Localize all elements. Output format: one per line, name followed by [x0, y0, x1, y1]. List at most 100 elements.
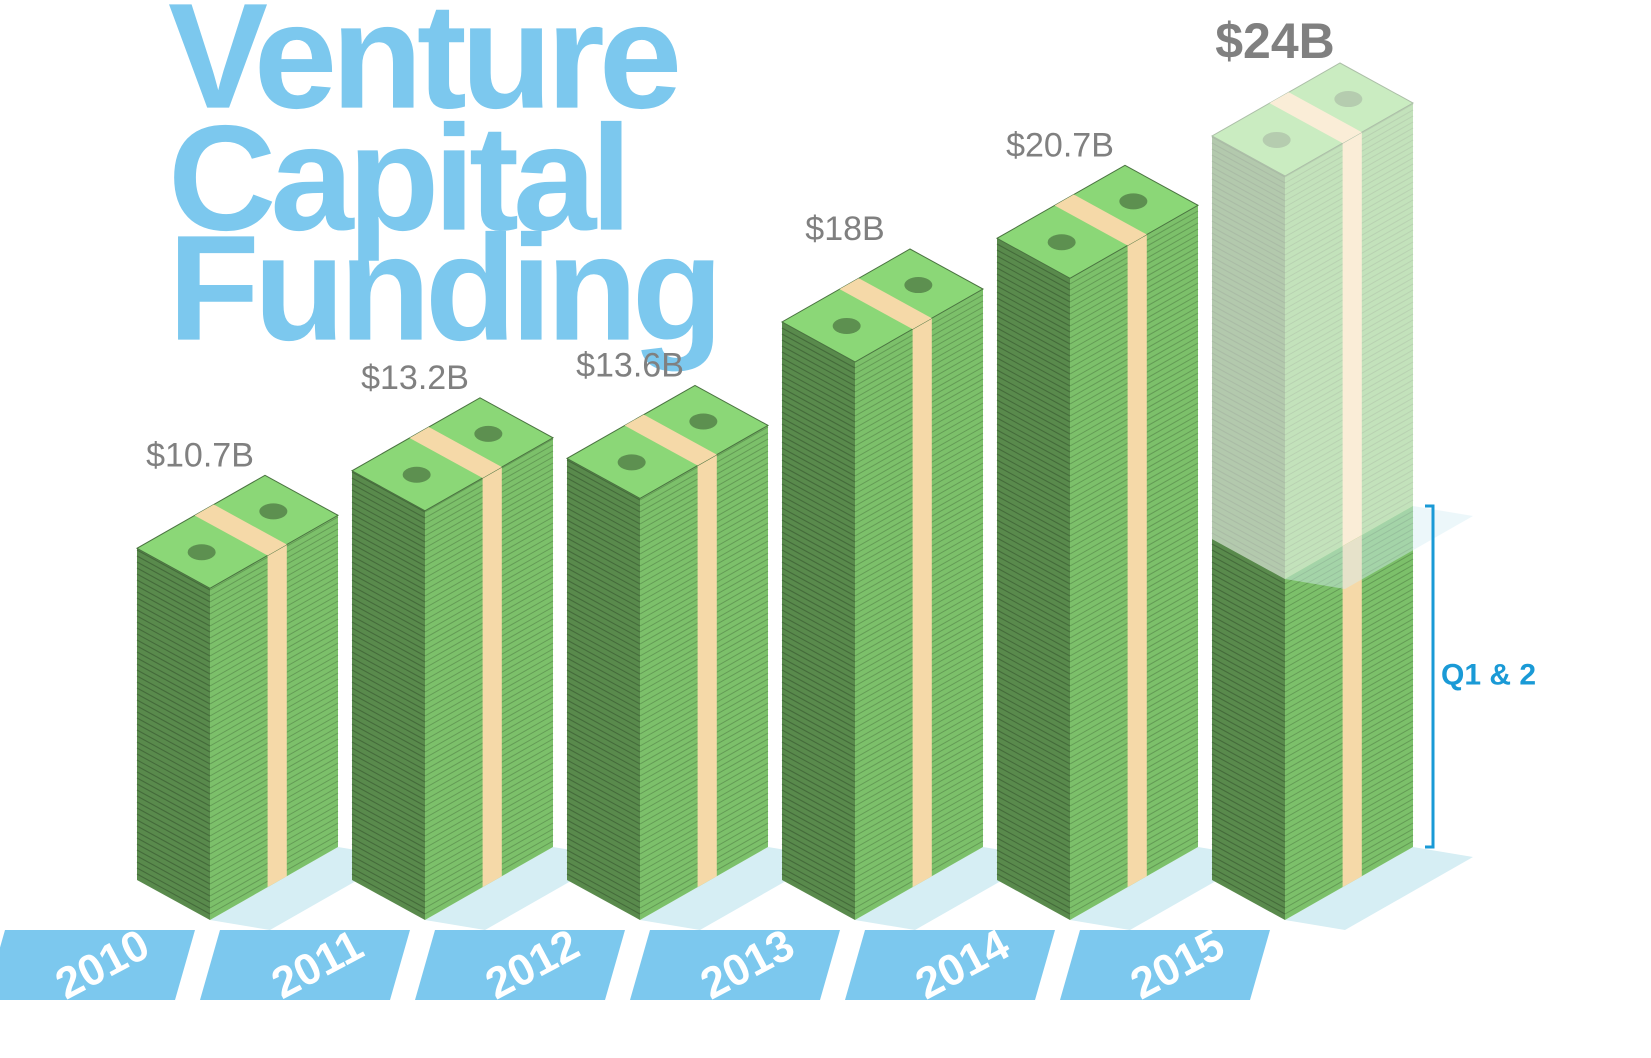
bill-edge [781, 525, 856, 567]
bill-edge [996, 663, 1071, 705]
band [1342, 132, 1362, 547]
bill-edge [1211, 759, 1286, 801]
bill-edge [996, 633, 1071, 675]
stack [350, 397, 613, 930]
bill-edge [351, 609, 426, 651]
bill-edge [136, 675, 211, 717]
bill-edge [781, 771, 856, 813]
bill-edge [1284, 247, 1414, 322]
bill-edge [1284, 265, 1414, 340]
bill-edge [996, 777, 1071, 819]
bill-seal [474, 425, 503, 442]
bill-edge [1211, 747, 1286, 789]
bill-edge [781, 555, 856, 597]
bill-edge [1284, 397, 1414, 472]
bill-edge [136, 639, 211, 681]
bill-edge [781, 849, 856, 891]
bill-edge [781, 717, 856, 759]
bill-edge [1211, 214, 1286, 256]
bill-edge [1284, 433, 1414, 508]
bill-edge [996, 441, 1071, 483]
bill-edge [781, 831, 856, 873]
year-tag-bg [630, 930, 840, 1000]
bill-edge [351, 645, 426, 687]
bill-edge [1211, 813, 1286, 855]
bill-seal [1334, 91, 1363, 108]
bill-edge [566, 711, 641, 753]
bill-edge [781, 423, 856, 465]
bill-edge [1284, 499, 1414, 574]
bill-edge [1211, 424, 1286, 466]
bill-edge [1284, 385, 1414, 460]
bill-edge [996, 597, 1071, 639]
bill-edge [1211, 370, 1286, 412]
bill-edge [1211, 639, 1286, 681]
bill-edge [781, 651, 856, 693]
bill-edge [996, 483, 1071, 525]
shadow [1285, 506, 1473, 589]
bill-seal [402, 466, 431, 483]
bill-seal [1119, 193, 1148, 210]
value-label: $18B [805, 210, 884, 248]
bill-seal [187, 544, 216, 561]
bill-edge [1284, 187, 1414, 262]
bill-edge [1284, 421, 1414, 496]
bill-edge [781, 333, 856, 375]
bill-edge [1211, 855, 1286, 897]
bill-edge [136, 843, 211, 885]
bill-edge [996, 513, 1071, 555]
bill-edge [996, 687, 1071, 729]
bill-edge [1211, 603, 1286, 645]
bill-edge [996, 765, 1071, 807]
bill-edge [1284, 367, 1414, 442]
bill-edge [566, 585, 641, 627]
bill-edge [566, 657, 641, 699]
bill-edge [996, 291, 1071, 333]
value-label: $24B [1215, 13, 1335, 69]
bill-edge [136, 663, 211, 705]
bill-edge [781, 609, 856, 651]
bill-edge [996, 405, 1071, 447]
year-tag: 2013 [630, 920, 840, 1009]
bill-edge [996, 531, 1071, 573]
bill-edge [566, 537, 641, 579]
bill-edge [1211, 645, 1286, 687]
bill-edge [566, 759, 641, 801]
bill-edge [1211, 262, 1286, 304]
bill-edge [1211, 184, 1286, 226]
bill-edge [1211, 777, 1286, 819]
bill-edge [351, 687, 426, 729]
bill-edge [781, 381, 856, 423]
bill-edge [566, 627, 641, 669]
bill-edge [781, 549, 856, 591]
bill-edge [1284, 157, 1414, 232]
bill-edge [996, 555, 1071, 597]
bill-edge [566, 645, 641, 687]
band-top [1269, 92, 1362, 144]
bill-edge [1284, 175, 1414, 250]
bill-edge [781, 795, 856, 837]
bill-edge [1211, 496, 1286, 538]
bill-edge [566, 861, 641, 903]
bill-edge [566, 459, 641, 501]
bill-edge [351, 579, 426, 621]
bill-edge [781, 687, 856, 729]
bill-edge [1284, 133, 1414, 208]
bill-edge [566, 513, 641, 555]
bill-edge [1211, 376, 1286, 418]
bill-edge [1211, 627, 1286, 669]
bill-edge [1211, 136, 1286, 178]
bill-edge [781, 669, 856, 711]
bill-edge [996, 603, 1071, 645]
bill-edge [1284, 355, 1414, 430]
bill-edge [566, 741, 641, 783]
bill-edge [996, 357, 1071, 399]
bill-edge [1211, 741, 1286, 783]
bill-edge [996, 273, 1071, 315]
year-tag: 2015 [1060, 920, 1270, 1009]
bill-edge [781, 645, 856, 687]
bill-edge [781, 807, 856, 849]
bill-edge [566, 633, 641, 675]
bill-edge [996, 855, 1071, 897]
bill-edge [136, 705, 211, 747]
